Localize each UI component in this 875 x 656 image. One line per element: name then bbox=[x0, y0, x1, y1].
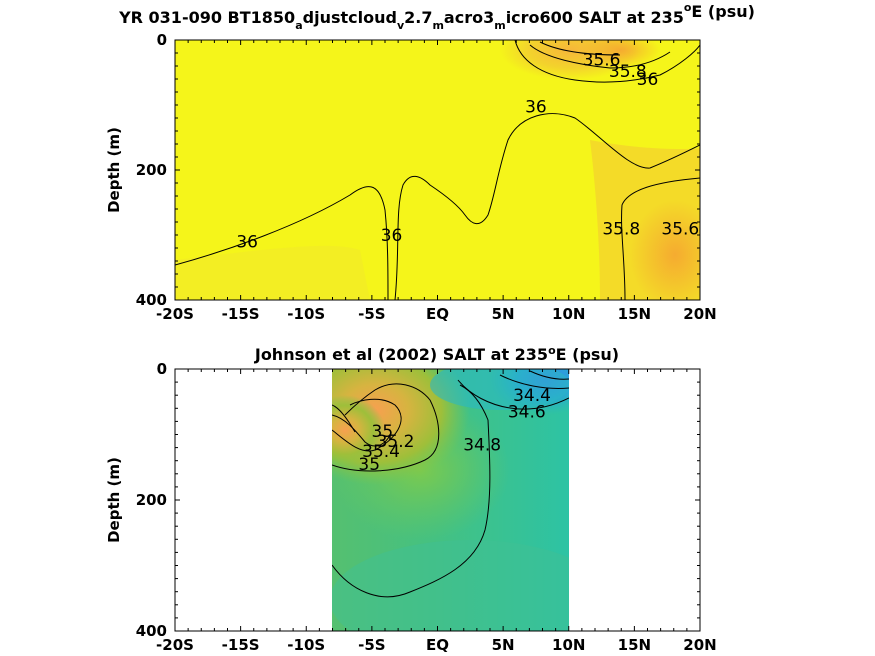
y-tick-label: 0 bbox=[157, 31, 167, 49]
contour-line bbox=[457, 379, 569, 410]
title-part: 2.7 bbox=[404, 8, 432, 27]
field-patch bbox=[332, 540, 569, 631]
x-tick-label: EQ bbox=[426, 636, 449, 654]
x-tick-label: -20S bbox=[156, 636, 194, 654]
contour-label: 35.8 bbox=[609, 62, 647, 82]
y-tick-label: 0 bbox=[157, 360, 167, 378]
contour-label: 34.6 bbox=[508, 403, 546, 423]
y-tick-label: 400 bbox=[136, 291, 167, 309]
title-part: Johnson et al (2002) SALT at 235 bbox=[254, 345, 548, 364]
title-part: m bbox=[432, 19, 443, 32]
x-tick-label: 10N bbox=[552, 305, 585, 323]
x-axis: -20S -15S -10S -5S EQ 5N 10N 15N 20N bbox=[156, 40, 717, 323]
title-part: a bbox=[295, 19, 302, 32]
x-tick-label: 5N bbox=[492, 636, 515, 654]
y-axis-label: Depth (m) bbox=[105, 457, 123, 543]
y-axis: 0 200 400 bbox=[136, 31, 700, 309]
contour-label: 36 bbox=[381, 226, 403, 246]
contour-label: 36 bbox=[637, 70, 659, 90]
contour-label: 35.6 bbox=[661, 220, 699, 240]
heatmap-field bbox=[332, 369, 569, 631]
field-hotspot bbox=[580, 40, 660, 68]
y-tick-label: 200 bbox=[136, 161, 167, 179]
x-tick-label: -20S bbox=[156, 305, 194, 323]
y-axis: 0 200 400 bbox=[136, 360, 700, 640]
title-part: o bbox=[548, 344, 556, 357]
contour-line bbox=[621, 177, 700, 300]
title-part: E (psu) bbox=[691, 2, 755, 21]
x-tick-label: 20N bbox=[683, 305, 716, 323]
x-tick-label: -10S bbox=[287, 305, 325, 323]
heatmap-field bbox=[175, 40, 700, 300]
x-tick-label: 20N bbox=[683, 636, 716, 654]
field-hotspot bbox=[630, 200, 700, 300]
x-tick-label: -10S bbox=[287, 636, 325, 654]
contour-line bbox=[332, 414, 391, 447]
contour-line bbox=[332, 398, 402, 452]
contour-label: 35.6 bbox=[583, 51, 621, 71]
contour-line bbox=[539, 41, 621, 56]
contour-line bbox=[332, 383, 440, 472]
contour-lines bbox=[332, 370, 569, 598]
y-axis-label: Depth (m) bbox=[105, 127, 123, 213]
chart-title: YR 031-090 BT1850adjustcloudv2.7macro3mi… bbox=[118, 1, 755, 32]
field-patch bbox=[175, 245, 370, 300]
contour-lines bbox=[175, 40, 700, 300]
contour-line bbox=[499, 374, 569, 389]
x-tick-label: -5S bbox=[358, 636, 385, 654]
x-tick-label: 5N bbox=[492, 305, 515, 323]
y-tick-label: 400 bbox=[136, 622, 167, 640]
panel-model-salinity: YR 031-090 BT1850adjustcloudv2.7macro3mi… bbox=[105, 1, 755, 323]
contour-label: 35 bbox=[358, 455, 380, 475]
panel-observed-salinity: Johnson et al (2002) SALT at 235oE (psu)… bbox=[105, 344, 717, 654]
x-tick-label: 15N bbox=[618, 305, 651, 323]
contour-label: 36 bbox=[236, 233, 258, 253]
contour-label: 35.4 bbox=[362, 442, 400, 462]
contour-line bbox=[332, 404, 356, 433]
contour-line bbox=[332, 384, 491, 598]
y-tick-label: 200 bbox=[136, 491, 167, 509]
x-axis: -20S -15S -10S -5S EQ 5N 10N 15N 20N bbox=[156, 369, 717, 654]
title-part: icro600 SALT at 235 bbox=[506, 8, 684, 27]
contour-line bbox=[514, 40, 700, 83]
x-tick-label: 15N bbox=[618, 636, 651, 654]
contour-label: 34.4 bbox=[513, 386, 551, 406]
contour-label: 35 bbox=[372, 422, 394, 442]
field-cool bbox=[430, 369, 569, 410]
title-part: E (psu) bbox=[556, 345, 620, 364]
contour-label: 35.8 bbox=[602, 220, 640, 240]
title-part: djustcloud bbox=[303, 8, 397, 27]
x-tick-label: EQ bbox=[426, 305, 449, 323]
x-tick-label: -15S bbox=[222, 636, 260, 654]
contour-label: 34.8 bbox=[463, 435, 501, 455]
chart-title: Johnson et al (2002) SALT at 235oE (psu) bbox=[254, 344, 619, 364]
title-part: YR 031-090 BT1850 bbox=[118, 8, 295, 27]
contour-line bbox=[529, 44, 671, 69]
contour-line bbox=[394, 113, 700, 300]
title-part: acro3 bbox=[444, 8, 494, 27]
x-tick-label: 10N bbox=[552, 636, 585, 654]
x-tick-label: -5S bbox=[358, 305, 385, 323]
contour-line bbox=[529, 370, 569, 380]
contour-line bbox=[175, 186, 389, 300]
x-tick-label: -15S bbox=[222, 305, 260, 323]
field-warm bbox=[332, 395, 385, 465]
contour-label: 36 bbox=[525, 97, 547, 117]
title-part: v bbox=[397, 19, 405, 32]
contour-label: 35.2 bbox=[377, 432, 415, 452]
title-part: m bbox=[494, 19, 505, 32]
title-part: o bbox=[684, 1, 692, 14]
